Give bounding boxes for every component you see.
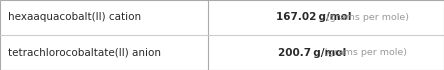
Text: tetrachlorocobaltate(II) anion: tetrachlorocobaltate(II) anion xyxy=(8,48,161,57)
Text: 200.7 g/mol: 200.7 g/mol xyxy=(278,48,346,57)
Text: hexaaquacobalt(II) cation: hexaaquacobalt(II) cation xyxy=(8,13,141,22)
Text: 167.02 g/mol: 167.02 g/mol xyxy=(276,13,351,22)
Text: (grams per mole): (grams per mole) xyxy=(323,13,409,22)
Text: (grams per mole): (grams per mole) xyxy=(321,48,407,57)
